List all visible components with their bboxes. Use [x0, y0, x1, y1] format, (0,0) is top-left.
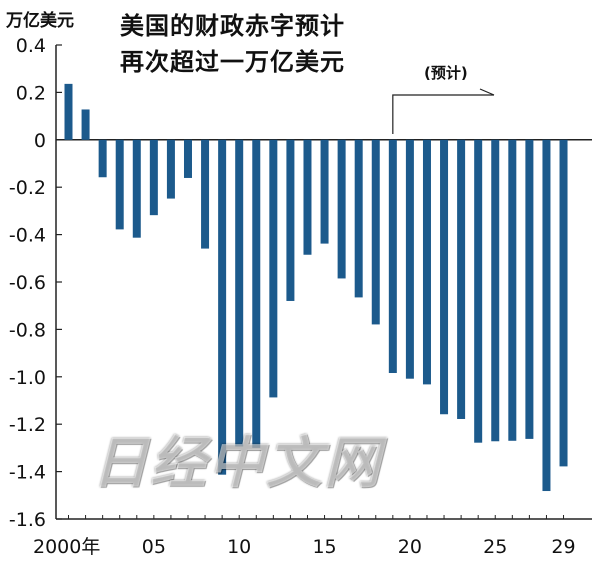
data-bar	[320, 139, 329, 244]
data-bar	[98, 139, 107, 178]
data-bar	[132, 139, 141, 238]
data-bar	[508, 139, 517, 441]
data-bar	[440, 139, 449, 415]
y-tick-label: -1.2	[9, 414, 46, 436]
data-bar	[388, 139, 397, 374]
data-bar	[371, 139, 380, 325]
data-bar	[252, 139, 261, 448]
x-tick-label: 10	[227, 536, 251, 558]
projection-annotation: (预计)	[424, 64, 468, 82]
y-tick-label: 0	[34, 130, 46, 152]
chart-title-line-1: 美国的财政赤字预计	[120, 12, 345, 40]
watermark: 日经中文网	[92, 431, 382, 496]
data-bar	[64, 83, 73, 140]
data-bar	[491, 139, 500, 442]
x-tick-label: 25	[483, 536, 507, 558]
y-tick-label: -1.0	[9, 367, 46, 389]
y-tick-label: -0.8	[9, 319, 46, 341]
projection-bracket	[392, 94, 494, 134]
data-bar	[81, 109, 90, 140]
projection-bracket-arrow	[479, 88, 495, 96]
data-bar	[201, 139, 210, 249]
data-bar	[235, 139, 244, 447]
y-tick-label: -1.6	[9, 509, 46, 531]
data-bar	[457, 139, 466, 419]
chart-title-line-2: 再次超过一万亿美元	[120, 48, 345, 76]
data-bar	[303, 139, 312, 255]
x-tick-label: 2000年	[33, 536, 100, 558]
x-tick-label: 29	[551, 536, 575, 558]
x-tick-label: 05	[142, 536, 166, 558]
data-bar	[115, 139, 124, 230]
data-bar	[525, 139, 534, 439]
data-bar	[166, 139, 175, 199]
data-bar	[542, 139, 551, 492]
data-bar	[354, 139, 363, 298]
y-tick-label: -0.2	[9, 177, 46, 199]
data-bar	[218, 139, 227, 475]
data-bar	[149, 139, 158, 216]
data-bar	[269, 139, 278, 398]
y-tick-label: -0.4	[9, 225, 46, 247]
data-bar	[286, 139, 295, 301]
y-axis-unit-label: 万亿美元	[6, 11, 74, 31]
data-bar	[474, 139, 483, 443]
y-tick-label: -0.6	[9, 272, 46, 294]
data-bar	[559, 139, 568, 467]
x-tick-label: 15	[312, 536, 336, 558]
y-tick-label: 0.4	[16, 35, 46, 57]
data-bar	[337, 139, 346, 279]
data-bar	[422, 139, 431, 385]
x-tick-label: 20	[398, 536, 422, 558]
data-bar	[183, 139, 192, 178]
y-tick-label: 0.2	[16, 82, 46, 104]
y-tick-label: -1.4	[9, 462, 46, 484]
data-bar	[405, 139, 414, 379]
